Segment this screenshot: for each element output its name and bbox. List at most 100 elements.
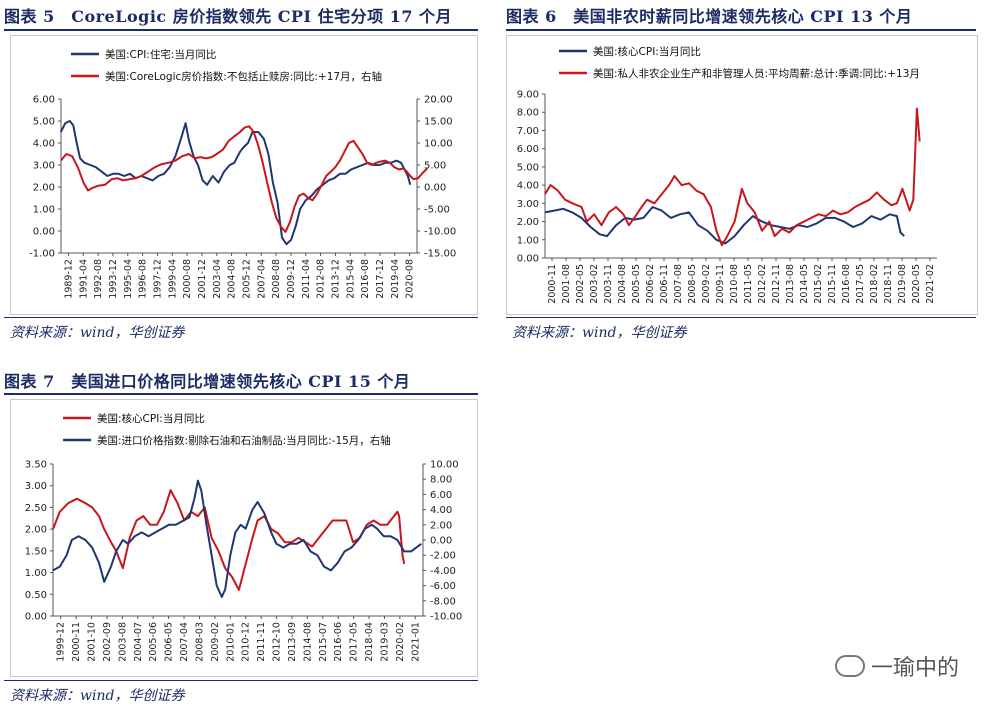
x-tick-label: 2002-09 — [102, 622, 113, 662]
y-right-tick-label: 20.00 — [424, 95, 453, 106]
chart-5-title: 图表 5 CoreLogic 房价指数领先 CPI 住宅分项 17 个月 — [4, 7, 453, 26]
x-tick-label: 2013-09 — [287, 622, 298, 662]
chart-6-frame: 9.00 8.00 7.00 6.00 5.00 4.00 3.00 2.00 1.00 0.00… — [506, 35, 978, 315]
x-tick-label: 2019-08 — [897, 264, 908, 304]
x-tick-label: 1989-12 — [63, 259, 74, 299]
x-tick-label: 2008-03 — [194, 622, 205, 662]
wechat-icon — [834, 655, 865, 677]
x-tick-label: 2003-04 — [212, 259, 223, 299]
y-right-tick-label: -8.00 — [430, 596, 456, 607]
y-left-tick-label: 4.00 — [33, 139, 55, 150]
x-tick-label: 2014-05 — [799, 264, 810, 304]
x-tick-label: 2019-03 — [379, 622, 390, 662]
x-tick-label: 1997-12 — [152, 259, 163, 299]
y-left-tick-label: 5.00 — [517, 162, 539, 173]
chart-6-title-rule — [506, 29, 976, 31]
legend-label-2: 美国:私人非农企业生产和非管理人员:平均周薪:总计:季调:同比:+13月 — [593, 67, 920, 80]
x-tick-label: 2004-08 — [227, 259, 238, 299]
legend-label-2: 美国:进口价格指数:剔除石油和石油制品:当月同比:-15月，右轴 — [97, 434, 391, 447]
x-tick-label: 2000-11 — [547, 264, 558, 304]
x-tick-label: 2007-08 — [673, 264, 684, 304]
x-tick-label: 2001-10 — [87, 622, 98, 662]
y-right-tick-label: -4.00 — [430, 566, 456, 577]
x-tick-label: 2021-01 — [410, 622, 421, 662]
x-tick-label: 2003-08 — [117, 622, 128, 662]
x-tick-label: 2001-08 — [561, 264, 572, 304]
x-tick-label: 2017-05 — [855, 264, 866, 304]
y-right-tick-label: 0.00 — [424, 183, 446, 194]
x-tick-label: 2001-12 — [197, 259, 208, 299]
y-left-tick-label: 3.00 — [517, 199, 539, 210]
x-tick-label: 2018-04 — [364, 622, 375, 662]
x-tick-label: 2011-05 — [743, 264, 754, 304]
y-left-tick-label: 0.00 — [33, 227, 55, 238]
y-left-tick-label: 0.50 — [25, 590, 47, 601]
y-left-tick-label: 6.00 — [33, 95, 55, 106]
y-left-tick-label: 1.00 — [33, 205, 55, 216]
y-right-tick-label: 0.00 — [430, 536, 452, 547]
watermark: 一瑜中的 — [834, 650, 959, 682]
x-tick-label: 2012-02 — [757, 264, 768, 304]
x-tick-label: 2009-02 — [701, 264, 712, 304]
x-tick-label: 2000-11 — [71, 622, 82, 662]
x-tick-label: 2012-11 — [771, 264, 782, 304]
x-tick-label: 2010-12 — [241, 622, 252, 662]
x-tick-label: 2013-12 — [330, 259, 341, 299]
x-tick-label: 2000-08 — [182, 259, 193, 299]
y-left-tick-label: 0.00 — [517, 254, 539, 265]
x-tick-label: 2018-02 — [869, 264, 880, 304]
x-tick-label: 2004-07 — [133, 622, 144, 662]
x-tick-label: 2016-06 — [333, 622, 344, 662]
chart-7-title-rule — [4, 393, 478, 395]
y-left-tick-label: 2.00 — [33, 183, 55, 194]
x-tick-label: 2011-11 — [256, 622, 267, 662]
y-right-tick-label: 10.00 — [430, 460, 459, 471]
x-tick-label: 2005-12 — [241, 259, 252, 299]
chart-5-plot: 6.00 5.00 4.00 3.00 2.00 1.00 0.00 -1.00 20.00 15… — [29, 48, 456, 299]
chart-7-frame: 3.50 3.00 2.50 2.00 1.50 1.00 0.50 0.00 10.00 8.0… — [10, 399, 478, 677]
x-tick-label: 2013-08 — [785, 264, 796, 304]
x-tick-label: 2009-02 — [210, 622, 221, 662]
x-tick-label: 2006-02 — [645, 264, 656, 304]
legend-label-1: 美国:核心CPI:当月同比 — [593, 45, 701, 58]
y-left-tick-label: 7.00 — [517, 126, 539, 137]
x-tick-label: 2009-11 — [715, 264, 726, 304]
series-line-2 — [544, 107, 921, 247]
chart-5-source: 资料来源：wind，华创证券 — [10, 325, 185, 341]
x-tick-label: 2002-05 — [575, 264, 586, 304]
y-left-tick-label: 9.00 — [517, 90, 539, 101]
chart-7-source: 资料来源：wind，华创证券 — [10, 688, 185, 704]
x-tick-label: 2012-08 — [316, 259, 327, 299]
chart-5-source-rule — [4, 317, 478, 318]
x-tick-label: 2004-08 — [617, 264, 628, 304]
x-tick-label: 2010-01 — [225, 622, 236, 662]
x-tick-label: 1996-08 — [138, 259, 149, 299]
y-left-tick-label: 8.00 — [517, 108, 539, 119]
chart-7-source-rule — [4, 680, 478, 681]
chart-6-plot: 9.00 8.00 7.00 6.00 5.00 4.00 3.00 2.00 1.00 0.00… — [517, 45, 937, 304]
legend-label-1: 美国:CPI:住宅:当月同比 — [105, 48, 216, 61]
x-tick-label: 2007-04 — [179, 622, 190, 662]
y-left-tick-label: 1.00 — [517, 235, 539, 246]
legend-label-1: 美国:核心CPI:当月同比 — [97, 412, 205, 425]
x-tick-label: 1992-08 — [93, 259, 104, 299]
x-tick-label: 2006-05 — [164, 622, 175, 662]
y-right-tick-label: 5.00 — [424, 161, 446, 172]
x-tick-label: 2017-05 — [349, 622, 360, 662]
x-tick-label: 1995-04 — [123, 259, 134, 299]
x-tick-label: 2012-10 — [272, 622, 283, 662]
x-tick-label: 2008-08 — [271, 259, 282, 299]
y-left-tick-label: -1.00 — [29, 249, 55, 260]
y-left-tick-label: 1.00 — [25, 568, 47, 579]
x-tick-label: 2015-11 — [827, 264, 838, 304]
y-right-tick-label: -2.00 — [430, 551, 456, 562]
x-tick-label: 2003-11 — [603, 264, 614, 304]
y-right-tick-label: -10.00 — [430, 612, 462, 623]
series-line-1 — [52, 489, 406, 591]
y-left-tick-label: 2.50 — [25, 503, 47, 514]
y-right-tick-label: -15.00 — [424, 249, 456, 260]
y-left-tick-label: 3.50 — [25, 460, 47, 471]
y-right-tick-label: 10.00 — [424, 139, 453, 150]
watermark-text: 一瑜中的 — [870, 656, 959, 681]
y-right-tick-label: 4.00 — [430, 505, 452, 516]
